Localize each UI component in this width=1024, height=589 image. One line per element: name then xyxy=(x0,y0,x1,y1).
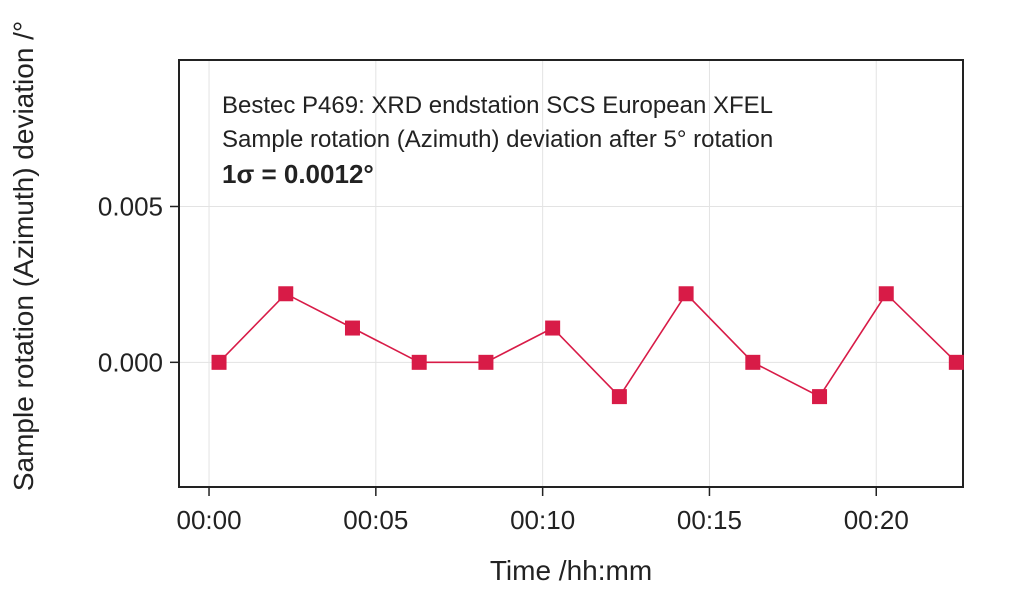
data-point-marker xyxy=(211,354,227,370)
data-point-marker xyxy=(948,354,964,370)
series-layer xyxy=(211,286,964,405)
axis-ticks xyxy=(170,205,878,496)
x-tick-label: 00:20 xyxy=(844,505,909,535)
data-point-marker xyxy=(545,320,561,336)
x-axis-label: Time /hh:mm xyxy=(490,555,652,586)
data-point-marker xyxy=(278,286,294,302)
data-point-marker xyxy=(411,354,427,370)
x-tick-label: 00:05 xyxy=(343,505,408,535)
x-tick-label: 00:10 xyxy=(510,505,575,535)
data-point-marker xyxy=(478,354,494,370)
x-tick-label: 00:00 xyxy=(176,505,241,535)
annotation-line-1: Bestec P469: XRD endstation SCS European… xyxy=(222,92,773,119)
grid-lines xyxy=(179,60,963,487)
y-tick-label: 0.005 xyxy=(98,191,163,221)
series-line xyxy=(218,292,957,398)
plot-frame xyxy=(178,59,964,488)
annotation-line-2: Sample rotation (Azimuth) deviation afte… xyxy=(222,126,773,153)
tick-labels: 00:00 00:05 00:10 00:15 00:20 0.000 0.005 xyxy=(98,191,909,535)
y-axis-label: Sample rotation (Azimuth) deviation /° xyxy=(8,21,39,491)
x-tick-label: 00:15 xyxy=(677,505,742,535)
data-point-marker xyxy=(878,286,894,302)
data-point-marker xyxy=(611,389,627,405)
annotation-sigma: 1σ = 0.0012° xyxy=(222,159,374,189)
y-tick-label: 0.000 xyxy=(98,347,163,377)
data-point-marker xyxy=(344,320,360,336)
data-point-marker xyxy=(678,286,694,302)
data-point-marker xyxy=(745,354,761,370)
data-point-marker xyxy=(812,389,828,405)
